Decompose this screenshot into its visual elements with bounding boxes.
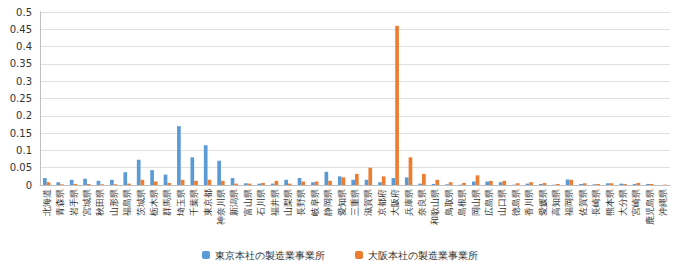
svg-text:佐賀県: 佐賀県 [578,189,588,216]
svg-text:岐阜県: 岐阜県 [310,189,320,216]
svg-text:京都府: 京都府 [377,189,387,216]
svg-text:石川県: 石川県 [256,189,266,216]
svg-text:宮崎県: 宮崎県 [631,189,641,216]
svg-text:島根県: 島根県 [457,189,467,216]
svg-text:富山県: 富山県 [243,189,253,216]
svg-text:岩手県: 岩手県 [69,189,79,216]
svg-text:0.25: 0.25 [10,93,32,104]
svg-text:0.3: 0.3 [16,76,32,87]
svg-text:新潟県: 新潟県 [229,189,239,216]
svg-text:青森県: 青森県 [55,189,65,216]
svg-text:鳥取県: 鳥取県 [444,189,454,217]
svg-text:香川県: 香川県 [524,189,534,216]
svg-text:兵庫県: 兵庫県 [404,189,414,216]
svg-text:秋田県: 秋田県 [95,189,105,216]
svg-text:東京都: 東京都 [203,189,213,216]
svg-text:山形県: 山形県 [109,189,119,216]
svg-text:群馬県: 群馬県 [162,189,172,216]
svg-text:福岡県: 福岡県 [564,189,574,216]
svg-text:山口県: 山口県 [497,189,507,216]
svg-text:0.4: 0.4 [16,41,32,52]
svg-text:0.15: 0.15 [10,128,32,139]
svg-text:神奈川県: 神奈川県 [216,189,226,225]
svg-text:0.05: 0.05 [10,162,32,173]
svg-text:宮城県: 宮城県 [82,189,92,216]
svg-text:大阪本社の製造業事業所: 大阪本社の製造業事業所 [368,250,478,261]
svg-text:北海道: 北海道 [42,189,52,216]
svg-text:大阪府: 大阪府 [390,189,400,216]
svg-text:岡山県: 岡山県 [471,189,481,216]
svg-text:埼玉県: 埼玉県 [176,189,186,217]
svg-text:徳島県: 徳島県 [511,189,521,216]
svg-text:0.1: 0.1 [16,145,32,156]
svg-text:大分県: 大分県 [618,189,628,216]
svg-text:福島県: 福島県 [122,189,132,216]
svg-text:三重県: 三重県 [350,189,360,216]
svg-text:和歌山県: 和歌山県 [430,189,440,225]
svg-text:愛知県: 愛知県 [337,189,347,216]
svg-text:東京本社の製造業事業所: 東京本社の製造業事業所 [215,250,325,261]
svg-text:栃木県: 栃木県 [149,189,159,216]
svg-text:0.5: 0.5 [16,7,32,18]
svg-text:0.2: 0.2 [16,110,32,121]
svg-text:福井県: 福井県 [270,189,280,216]
svg-text:静岡県: 静岡県 [323,189,333,216]
svg-text:熊本県: 熊本県 [605,189,615,216]
svg-text:山梨県: 山梨県 [283,189,293,216]
svg-text:高知県: 高知県 [551,189,561,216]
svg-text:長崎県: 長崎県 [591,189,601,216]
svg-text:広島県: 広島県 [484,189,494,216]
svg-text:鹿児島県: 鹿児島県 [645,189,655,225]
svg-text:茨城県: 茨城県 [136,189,146,216]
svg-text:愛媛県: 愛媛県 [538,189,548,216]
svg-text:奈良県: 奈良県 [417,189,427,216]
svg-text:千葉県: 千葉県 [189,189,199,216]
svg-text:0.45: 0.45 [10,24,32,35]
svg-text:0: 0 [26,180,32,191]
svg-text:長野県: 長野県 [296,189,306,216]
svg-text:0.35: 0.35 [10,58,32,69]
svg-text:沖縄県: 沖縄県 [658,189,668,216]
svg-text:滋賀県: 滋賀県 [363,189,373,216]
